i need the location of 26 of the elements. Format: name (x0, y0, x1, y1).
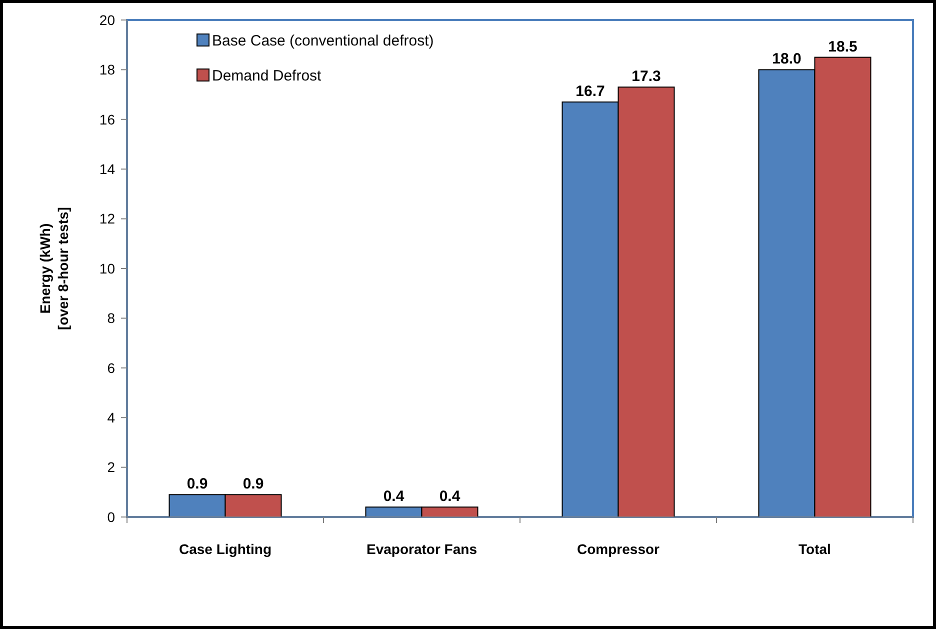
y-tick-label: 4 (107, 410, 116, 426)
y-tick-label: 6 (107, 360, 116, 376)
y-tick-label: 20 (99, 12, 116, 28)
y-tick-label: 8 (107, 310, 116, 326)
y-tick-label: 10 (99, 260, 116, 276)
data-label: 0.9 (186, 476, 208, 493)
y-tick-label: 18 (99, 62, 116, 78)
data-label: 18.0 (772, 50, 802, 68)
data-label: 16.7 (576, 83, 605, 100)
y-tick-label: 0 (107, 508, 116, 525)
data-label: 0.4 (383, 488, 405, 506)
data-label: 18.5 (828, 38, 858, 56)
y-tick-label: 16 (99, 111, 116, 128)
x-tick-label: Compressor (577, 541, 660, 557)
y-tick-label: 12 (99, 210, 116, 227)
legend-label: Demand Defrost (212, 67, 322, 84)
data-label: 17.3 (632, 68, 661, 86)
data-label: 0.4 (439, 488, 461, 506)
y-axis-title: Energy (kWh) [over 8-hour tests] (37, 207, 71, 330)
x-tick-label: Evaporator Fans (366, 541, 478, 557)
y-tick-label: 2 (107, 459, 116, 476)
x-tick-label: Total (798, 541, 831, 557)
x-tick-label: Case Lighting (178, 541, 272, 557)
y-tick-label: 14 (99, 161, 116, 177)
data-label: 0.9 (242, 476, 264, 493)
legend-label: Base Case (conventional defrost) (212, 32, 434, 50)
